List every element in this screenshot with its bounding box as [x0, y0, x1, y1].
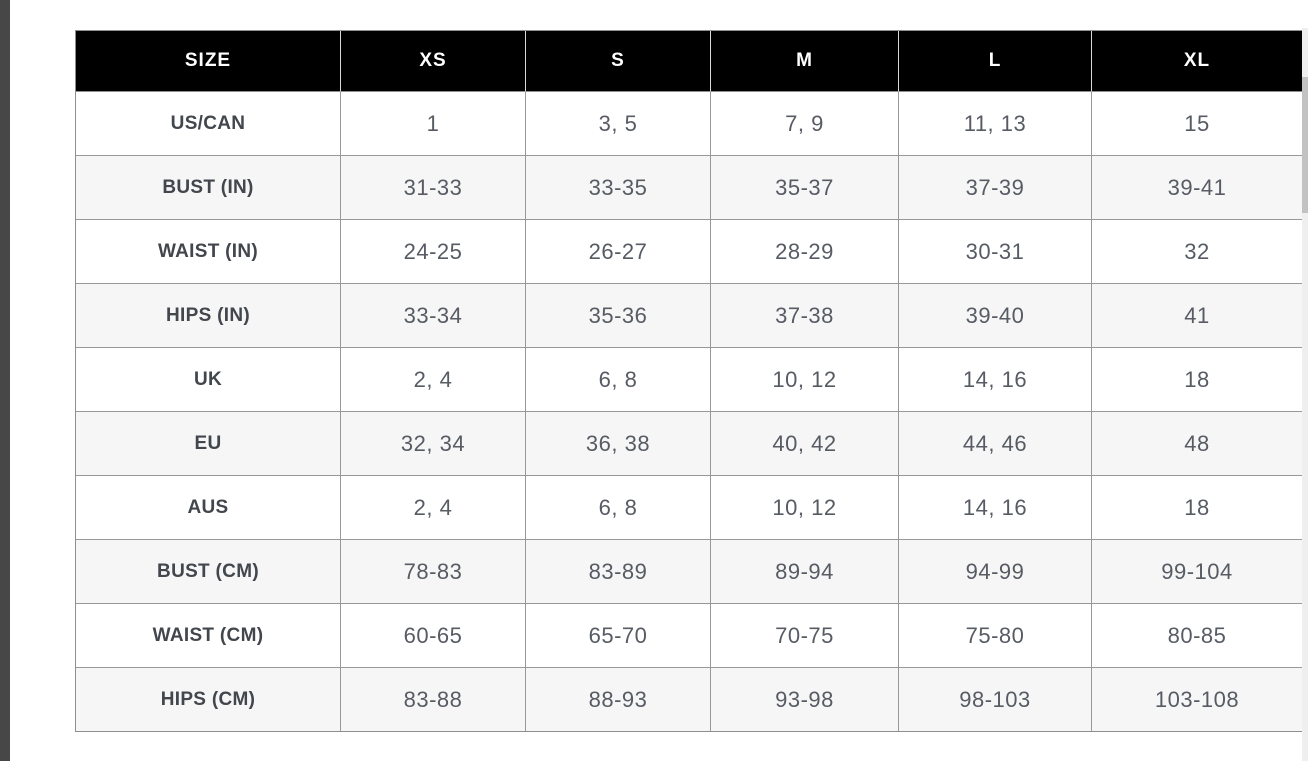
size-value-cell: 10, 12 [711, 476, 899, 540]
size-chart-container: SIZE XS S M L XL US/CAN 1 3, 5 7, 9 11, 13 15 BUST … [75, 30, 1303, 732]
size-value-cell: 35-37 [711, 156, 899, 220]
table-row: WAIST (CM) 60-65 65-70 70-75 75-80 80-85 [76, 604, 1302, 668]
row-label: HIPS (CM) [76, 668, 341, 731]
row-label: WAIST (CM) [76, 604, 341, 668]
size-value-cell: 94-99 [899, 540, 1092, 604]
header-cell-s: S [526, 31, 711, 92]
size-chart-body: US/CAN 1 3, 5 7, 9 11, 13 15 BUST (IN) 31-33 33-… [76, 92, 1302, 731]
size-value-cell: 93-98 [711, 668, 899, 731]
size-value-cell: 70-75 [711, 604, 899, 668]
size-value-cell: 24-25 [341, 220, 526, 284]
table-row: HIPS (IN) 33-34 35-36 37-38 39-40 41 [76, 284, 1302, 348]
size-value-cell: 98-103 [899, 668, 1092, 731]
size-value-cell: 37-39 [899, 156, 1092, 220]
size-chart-table: SIZE XS S M L XL US/CAN 1 3, 5 7, 9 11, 13 15 BUST … [75, 30, 1303, 732]
row-label: EU [76, 412, 341, 476]
row-label: AUS [76, 476, 341, 540]
size-value-cell: 28-29 [711, 220, 899, 284]
row-label: US/CAN [76, 92, 341, 156]
table-row: WAIST (IN) 24-25 26-27 28-29 30-31 32 [76, 220, 1302, 284]
size-value-cell: 10, 12 [711, 348, 899, 412]
size-value-cell: 14, 16 [899, 348, 1092, 412]
table-row: BUST (CM) 78-83 83-89 89-94 94-99 99-104 [76, 540, 1302, 604]
row-label: BUST (IN) [76, 156, 341, 220]
table-row: HIPS (CM) 83-88 88-93 93-98 98-103 103-108 [76, 668, 1302, 731]
size-value-cell: 33-34 [341, 284, 526, 348]
size-value-cell: 15 [1092, 92, 1302, 156]
table-row: UK 2, 4 6, 8 10, 12 14, 16 18 [76, 348, 1302, 412]
header-cell-l: L [899, 31, 1092, 92]
size-value-cell: 65-70 [526, 604, 711, 668]
size-value-cell: 103-108 [1092, 668, 1302, 731]
size-value-cell: 83-88 [341, 668, 526, 731]
size-value-cell: 35-36 [526, 284, 711, 348]
size-value-cell: 6, 8 [526, 476, 711, 540]
header-cell-m: M [711, 31, 899, 92]
size-value-cell: 88-93 [526, 668, 711, 731]
size-value-cell: 2, 4 [341, 348, 526, 412]
scrollbar-thumb[interactable] [1302, 77, 1308, 213]
size-value-cell: 30-31 [899, 220, 1092, 284]
header-cell-xs: XS [341, 31, 526, 92]
row-label: HIPS (IN) [76, 284, 341, 348]
size-value-cell: 36, 38 [526, 412, 711, 476]
header-cell-size: SIZE [76, 31, 341, 92]
size-value-cell: 40, 42 [711, 412, 899, 476]
header-row: SIZE XS S M L XL [76, 31, 1302, 92]
size-value-cell: 14, 16 [899, 476, 1092, 540]
size-value-cell: 37-38 [711, 284, 899, 348]
size-value-cell: 83-89 [526, 540, 711, 604]
size-value-cell: 75-80 [899, 604, 1092, 668]
size-value-cell: 18 [1092, 348, 1302, 412]
header-cell-xl: XL [1092, 31, 1302, 92]
table-row: US/CAN 1 3, 5 7, 9 11, 13 15 [76, 92, 1302, 156]
size-value-cell: 80-85 [1092, 604, 1302, 668]
size-value-cell: 33-35 [526, 156, 711, 220]
size-value-cell: 44, 46 [899, 412, 1092, 476]
size-value-cell: 26-27 [526, 220, 711, 284]
size-value-cell: 11, 13 [899, 92, 1092, 156]
size-value-cell: 78-83 [341, 540, 526, 604]
size-chart-header: SIZE XS S M L XL [76, 31, 1302, 92]
table-row: AUS 2, 4 6, 8 10, 12 14, 16 18 [76, 476, 1302, 540]
size-value-cell: 41 [1092, 284, 1302, 348]
size-value-cell: 2, 4 [341, 476, 526, 540]
size-value-cell: 31-33 [341, 156, 526, 220]
size-value-cell: 48 [1092, 412, 1302, 476]
size-value-cell: 1 [341, 92, 526, 156]
size-value-cell: 99-104 [1092, 540, 1302, 604]
size-value-cell: 18 [1092, 476, 1302, 540]
size-value-cell: 39-41 [1092, 156, 1302, 220]
size-value-cell: 39-40 [899, 284, 1092, 348]
size-value-cell: 32, 34 [341, 412, 526, 476]
size-value-cell: 7, 9 [711, 92, 899, 156]
row-label: UK [76, 348, 341, 412]
row-label: WAIST (IN) [76, 220, 341, 284]
scrollbar-track[interactable] [1302, 28, 1308, 761]
size-value-cell: 32 [1092, 220, 1302, 284]
size-value-cell: 3, 5 [526, 92, 711, 156]
size-value-cell: 60-65 [341, 604, 526, 668]
size-value-cell: 6, 8 [526, 348, 711, 412]
table-row: BUST (IN) 31-33 33-35 35-37 37-39 39-41 [76, 156, 1302, 220]
row-label: BUST (CM) [76, 540, 341, 604]
table-row: EU 32, 34 36, 38 40, 42 44, 46 48 [76, 412, 1302, 476]
window-edge-strip [0, 0, 10, 761]
size-value-cell: 89-94 [711, 540, 899, 604]
